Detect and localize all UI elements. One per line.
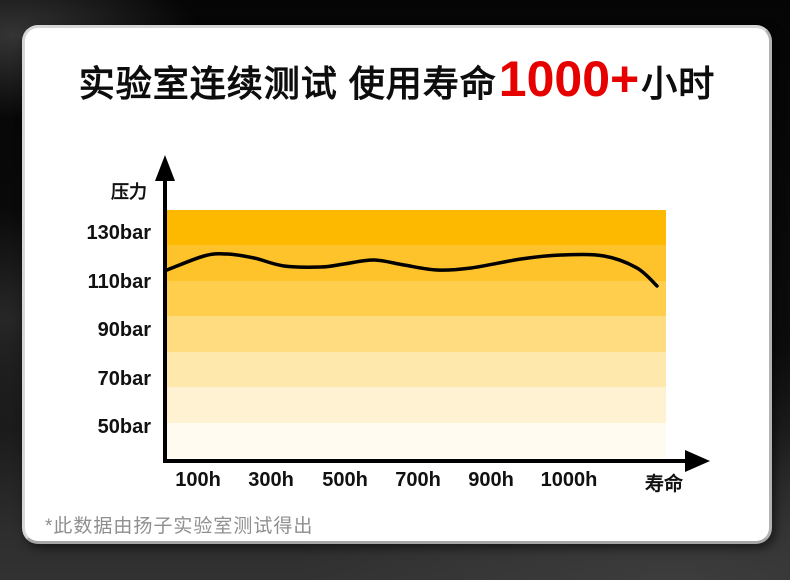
- footnote: *此数据由扬子实验室测试得出: [45, 516, 314, 537]
- pressure-band-4: [166, 316, 666, 352]
- y-tick-label: 90bar: [97, 319, 151, 341]
- x-tick-label: 1000h: [540, 469, 598, 491]
- title-text: 实验室连续测试 使用寿命: [78, 63, 497, 104]
- y-tick-label: 110bar: [87, 270, 151, 293]
- pressure-band-7: [166, 422, 666, 458]
- pressure-band-5: [166, 351, 666, 388]
- x-tick-label: 900h: [468, 469, 514, 491]
- pressure-curve: [165, 252, 659, 288]
- x-axis-label: 寿命: [644, 474, 684, 495]
- x-tick-label: 700h: [395, 469, 441, 491]
- y-axis-arrow-icon: [155, 155, 175, 181]
- content-card: 实验室连续测试 使用寿命 1000+ 小时 压力 130bar 110bar 90bar…: [22, 25, 772, 544]
- x-tick-label: 500h: [322, 469, 368, 491]
- pressure-band-3: [166, 280, 666, 317]
- pressure-band-2: [166, 245, 666, 281]
- y-axis-label: 压力: [111, 182, 147, 202]
- pressure-band-6: [166, 387, 666, 423]
- pressure-gradient-bands: [166, 210, 666, 458]
- x-tick-label: 100h: [175, 469, 221, 491]
- y-tick-label: 130bar: [86, 222, 152, 244]
- title-suffix: 小时: [641, 63, 716, 104]
- x-tick-labels: 100h 300h 500h 700h 900h 1000h: [25, 469, 769, 493]
- pressure-line-chart: [165, 252, 659, 288]
- y-tick-label: 50bar: [97, 416, 151, 438]
- x-tick-label: 300h: [248, 469, 294, 491]
- pressure-band-1: [166, 210, 666, 246]
- y-tick-labels: 130bar 110bar 90bar 70bar 50bar: [25, 28, 152, 541]
- y-tick-label: 70bar: [97, 367, 151, 390]
- page-title: 实验室连续测试 使用寿命 1000+ 小时: [25, 50, 769, 108]
- title-highlight-1000plus: 1000+: [498, 51, 640, 107]
